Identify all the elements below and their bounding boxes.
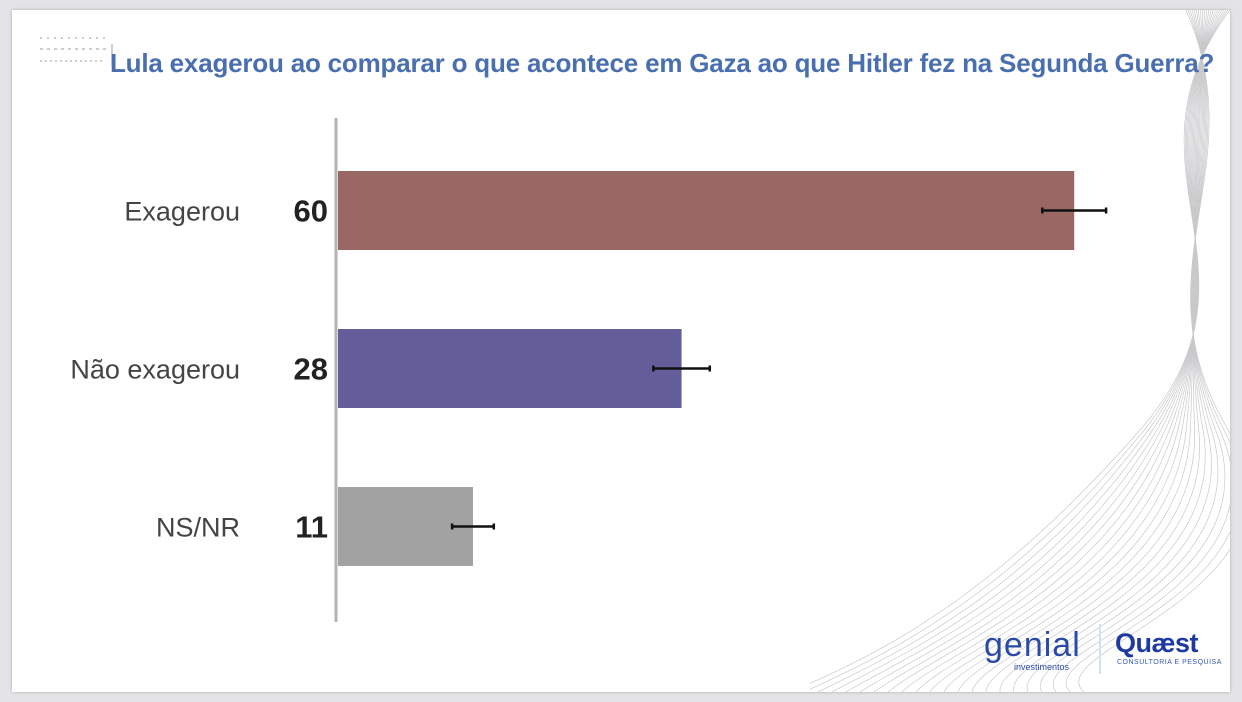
genial-logo: genial investimentos	[984, 628, 1084, 674]
wave-line	[957, 10, 1206, 692]
wave-line	[817, 10, 1227, 692]
wave-line	[873, 10, 1218, 692]
wave-line	[901, 10, 1214, 692]
wave-line	[1013, 10, 1212, 692]
bar-chart: Exagerou 60 Não exagerou 28 NS/NR 11	[70, 118, 1108, 622]
wave-line	[1053, 10, 1230, 692]
wave-line	[1026, 10, 1219, 692]
bar	[338, 329, 682, 408]
wave-line	[985, 10, 1203, 692]
error-bar	[1041, 207, 1108, 214]
value-label: 28	[294, 352, 328, 387]
wave-line	[929, 10, 1210, 692]
chart-title: Lula exagerou ao comparar o que acontece…	[110, 48, 1215, 78]
category-label: Não exagerou	[70, 355, 240, 385]
wave-line	[859, 10, 1220, 692]
wave-line	[1039, 10, 1226, 692]
quaest-logo: Quæst CONSULTORIA E PESQUISA	[1115, 628, 1227, 674]
wave-line	[887, 10, 1216, 692]
genial-logo-subtext: investimentos	[1014, 662, 1070, 672]
value-label: 11	[295, 510, 328, 545]
wave-line	[1065, 10, 1230, 692]
error-bar	[450, 523, 496, 530]
wave-line	[810, 10, 1230, 684]
wave-line	[971, 10, 1204, 692]
bar	[338, 487, 473, 566]
wave-line	[831, 10, 1225, 692]
category-label: Exagerou	[124, 197, 240, 227]
category-label: NS/NR	[156, 513, 240, 543]
wave-line	[845, 10, 1222, 692]
bar	[338, 171, 1075, 250]
corner-dotted-mark	[40, 37, 113, 66]
decorative-wave-lines	[810, 10, 1230, 692]
value-label: 60	[294, 194, 328, 229]
logo-separator	[1099, 624, 1101, 674]
wave-line	[1078, 10, 1230, 692]
genial-logo-text: genial	[984, 626, 1081, 664]
wave-line	[999, 10, 1206, 692]
wave-line	[810, 10, 1229, 690]
quaest-logo-subtext: CONSULTORIA E PESQUISA	[1117, 659, 1222, 666]
quaest-logo-text: Quæst	[1115, 628, 1199, 658]
error-bar	[652, 365, 712, 372]
wave-line	[915, 10, 1212, 692]
wave-line	[943, 10, 1208, 692]
slide: Lula exagerou ao comparar o que acontece…	[12, 10, 1230, 692]
